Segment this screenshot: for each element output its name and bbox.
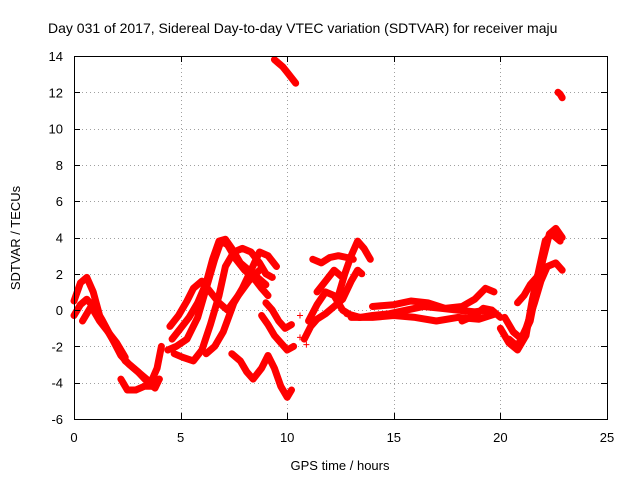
- data-series-s7: [170, 244, 276, 365]
- x-tick-label: 10: [280, 430, 294, 445]
- chart-title: Day 031 of 2017, Sidereal Day-to-day VTE…: [48, 20, 557, 36]
- data-point-marker: [296, 312, 303, 319]
- data-series-s13: [270, 56, 300, 87]
- y-tick-labels: -6 -4 -2 0 2 4 6 8 10 12 14: [49, 49, 63, 427]
- y-tick-label: -2: [51, 339, 63, 354]
- data-series-s21: [369, 284, 498, 312]
- grid: [74, 56, 607, 419]
- y-tick-label: 12: [49, 85, 63, 100]
- data-series-s14: [300, 266, 366, 343]
- x-tick-label: 20: [493, 430, 507, 445]
- data-point-marker: [303, 341, 310, 348]
- axis-ticks: [74, 56, 608, 420]
- data-series-s1: [70, 273, 165, 387]
- data-series-s18: [313, 266, 347, 296]
- data-series-group: [70, 56, 566, 401]
- x-tick-label: 5: [177, 430, 184, 445]
- data-series-s27: [554, 88, 566, 102]
- data-point-marker: [296, 334, 303, 341]
- x-tick-label: 25: [600, 430, 614, 445]
- data-series-s12: [262, 299, 295, 332]
- data-series-s10: [228, 350, 295, 401]
- y-tick-label: 2: [56, 267, 63, 282]
- y-tick-label: -4: [51, 376, 63, 391]
- y-tick-label: 8: [56, 158, 63, 173]
- marker-group: [296, 312, 310, 348]
- data-series-s9: [202, 248, 280, 358]
- data-series-s3: [79, 303, 129, 361]
- y-tick-label: -6: [51, 412, 63, 427]
- y-tick-label: 4: [56, 231, 63, 246]
- data-series-s25: [505, 259, 566, 350]
- x-tick-label: 15: [387, 430, 401, 445]
- y-axis-label: SDTVAR / TECUs: [8, 185, 23, 290]
- data-series-s26: [514, 273, 541, 307]
- x-tick-label: 0: [70, 430, 77, 445]
- y-tick-label: 14: [49, 49, 63, 64]
- data-series-s22: [458, 304, 504, 325]
- y-tick-label: 6: [56, 194, 63, 209]
- y-tick-label: 0: [56, 303, 63, 318]
- y-tick-label: 10: [49, 122, 63, 137]
- x-tick-labels: 0 5 10 15 20 25: [70, 430, 614, 445]
- data-series-s17: [334, 237, 374, 300]
- data-series-s23: [496, 230, 564, 354]
- x-axis-label: GPS time / hours: [291, 458, 390, 473]
- data-series-s11: [258, 312, 298, 354]
- data-series-s4: [117, 375, 163, 394]
